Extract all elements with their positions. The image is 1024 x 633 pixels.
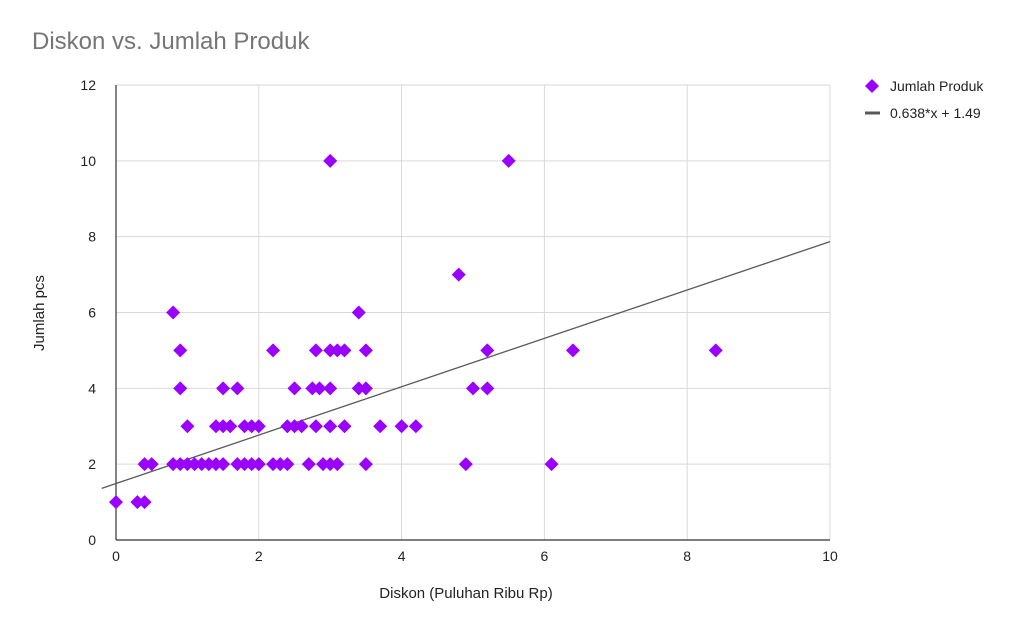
scatter-point: [305, 381, 320, 396]
grid-lines: [115, 84, 831, 541]
scatter-point: [230, 457, 245, 472]
scatter-point: [544, 457, 559, 472]
scatter-point: [194, 457, 209, 472]
scatter-point: [308, 419, 323, 434]
y-tick-label: 12: [80, 77, 96, 93]
y-tick-label: 6: [88, 305, 96, 321]
scatter-point: [351, 381, 366, 396]
scatter-point: [109, 495, 123, 510]
x-tick-label: 0: [112, 548, 120, 564]
scatter-point: [480, 343, 495, 358]
scatter-point: [130, 495, 145, 510]
scatter-point: [394, 419, 409, 434]
scatter-point: [287, 381, 302, 396]
x-tick-label: 2: [255, 548, 263, 564]
scatter-point: [308, 343, 323, 358]
scatter-point: [373, 419, 388, 434]
scatter-point: [294, 419, 309, 434]
x-tick-label: 4: [398, 548, 406, 564]
legend-diamond-icon: [865, 79, 879, 93]
scatter-point: [312, 381, 327, 396]
scatter-point: [708, 343, 723, 358]
scatter-point: [480, 381, 495, 396]
scatter-point: [180, 419, 195, 434]
scatter-point: [358, 457, 373, 472]
scatter-point: [166, 305, 181, 320]
scatter-point: [208, 419, 223, 434]
scatter-point: [565, 343, 580, 358]
x-tick-label: 6: [541, 548, 549, 564]
scatter-point: [173, 457, 188, 472]
scatter-point: [323, 419, 338, 434]
scatter-point: [451, 267, 466, 282]
scatter-point: [273, 457, 288, 472]
scatter-point: [237, 457, 252, 472]
y-tick-label: 8: [88, 229, 96, 245]
scatter-point: [223, 419, 238, 434]
y-tick-label: 0: [88, 532, 96, 548]
axes: [115, 85, 830, 541]
scatter-point: [201, 457, 216, 472]
scatter-point: [287, 419, 302, 434]
scatter-point: [137, 457, 152, 472]
y-tick-label: 4: [88, 380, 96, 396]
scatter-point: [216, 419, 231, 434]
scatter-point: [173, 381, 188, 396]
y-axis-label: Jumlah pcs: [31, 275, 48, 351]
y-tick-label: 2: [88, 456, 96, 472]
scatter-point: [301, 457, 316, 472]
x-tick-label: 10: [822, 548, 838, 564]
scatter-point: [466, 381, 480, 396]
scatter-point: [337, 343, 352, 358]
scatter-point: [280, 457, 295, 472]
chart-title: Diskon vs. Jumlah Produk: [32, 28, 310, 55]
scatter-point: [230, 381, 245, 396]
legend: Jumlah Produk 0.638*x + 1.49: [865, 78, 984, 121]
scatter-point: [137, 495, 152, 510]
scatter-point: [280, 419, 295, 434]
x-tick-labels: 0 2 4 6 8 10: [112, 548, 838, 564]
scatter-point: [237, 419, 252, 434]
scatter-point: [208, 457, 223, 472]
scatter-point: [408, 419, 423, 434]
scatter-point: [166, 457, 181, 472]
scatter-point: [330, 457, 345, 472]
scatter-point: [323, 381, 338, 396]
legend-trendline-label: 0.638*x + 1.49: [890, 105, 981, 121]
scatter-point: [330, 343, 345, 358]
scatter-point: [244, 419, 259, 434]
scatter-point: [216, 381, 231, 396]
scatter-point: [358, 343, 373, 358]
scatter-point: [351, 305, 366, 320]
scatter-point: [323, 457, 338, 472]
scatter-point: [266, 343, 281, 358]
trendline-group: [101, 240, 831, 489]
scatter-point: [251, 419, 266, 434]
scatter-point: [337, 419, 352, 434]
scatter-point: [458, 457, 473, 472]
scatter-point: [173, 343, 188, 358]
x-axis-label: Diskon (Puluhan Ribu Rp): [379, 585, 552, 602]
scatter-point: [358, 381, 373, 396]
x-tick-label: 8: [683, 548, 691, 564]
scatter-point: [251, 457, 266, 472]
trendline: [101, 240, 831, 489]
scatter-point: [266, 457, 281, 472]
scatter-point: [187, 457, 202, 472]
data-points: [109, 153, 723, 510]
scatter-point: [180, 457, 195, 472]
scatter-point: [244, 457, 259, 472]
scatter-point: [316, 457, 331, 472]
legend-series-label: Jumlah Produk: [890, 78, 984, 94]
y-tick-labels: 0 2 4 6 8 10 12: [80, 77, 96, 548]
scatter-point: [501, 153, 516, 168]
scatter-point: [144, 457, 159, 472]
y-tick-label: 10: [80, 153, 96, 169]
scatter-point: [323, 343, 338, 358]
scatter-point: [323, 153, 338, 168]
scatter-point: [216, 457, 231, 472]
